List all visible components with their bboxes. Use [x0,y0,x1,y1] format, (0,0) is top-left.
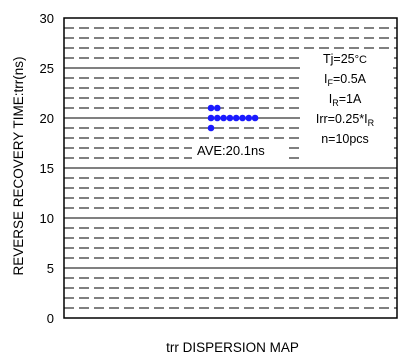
data-point-7 [239,114,246,122]
data-point-2 [207,114,215,122]
data-point-10 [207,124,215,132]
data-point-1 [214,104,221,112]
plot-frame [63,17,398,319]
condition-line-1: IF=0.5A [324,72,367,88]
average-label: AVE:20.1ns [197,143,265,158]
y-tick-label-5: 5 [47,261,54,276]
y-tick-label-30: 30 [40,11,54,26]
y-tick-label-0: 0 [47,311,54,326]
condition-line-0: Tj=25°C [323,52,367,66]
data-point-4 [220,114,227,122]
data-points [207,104,259,132]
data-point-0 [207,104,215,112]
data-point-5 [226,114,234,122]
x-axis-label: trr DISPERSION MAP [166,340,299,355]
y-tick-label-20: 20 [40,111,54,126]
condition-line-2: IR=1A [329,92,362,108]
data-point-8 [245,114,253,122]
average-label-bg [192,139,285,159]
y-tick-label-25: 25 [40,61,54,76]
data-point-9 [251,114,259,122]
conditions-box [300,54,393,162]
y-axis-label: REVERSE RECOVERY TIME:trr(ns) [11,56,26,275]
condition-line-4: n=10pcs [321,132,369,146]
y-tick-label-10: 10 [40,211,54,226]
condition-line-3: Irr=0.25*IR [316,112,375,128]
conditions-text: Tj=25°C IF=0.5A IR=1A Irr=0.25*IR n=10pcs [316,52,375,146]
data-point-3 [214,114,221,122]
y-tick-label-15: 15 [40,161,54,176]
data-point-6 [232,114,240,122]
y-ticks: 0 5 10 15 20 25 30 [40,11,54,326]
